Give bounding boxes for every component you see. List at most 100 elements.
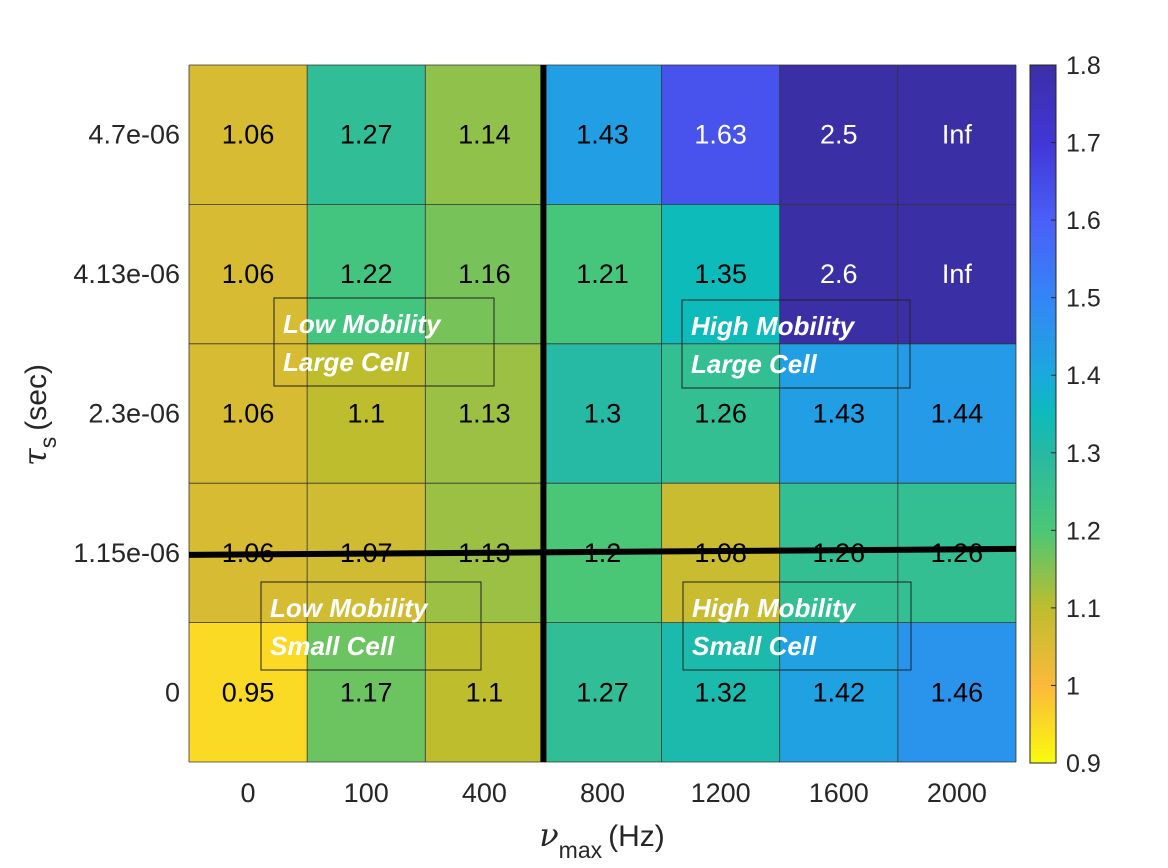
y-axis-unit: (sec) xyxy=(20,364,53,431)
cell-value-label: 1.46 xyxy=(931,677,984,707)
cell-value-label: 1.06 xyxy=(222,399,275,429)
heatmap-cell xyxy=(661,204,780,344)
x-axis-unit: (Hz) xyxy=(608,820,665,853)
cell-value-label: 2.6 xyxy=(820,259,858,289)
cell-value-label: 1.63 xyxy=(694,120,747,150)
cell-value-label: Inf xyxy=(942,259,973,289)
heatmap-cell xyxy=(661,65,780,205)
colorbar-gradient xyxy=(1029,64,1057,764)
region-annotation-line2: Large Cell xyxy=(691,349,817,379)
quadrant-separators xyxy=(188,65,1017,762)
heatmap-cell xyxy=(189,343,308,484)
heatmap-cell xyxy=(897,622,1016,762)
cell-value-label: 1.13 xyxy=(458,399,511,429)
region-annotation-line2: Small Cell xyxy=(270,631,395,661)
region-annotation-line1: Low Mobility xyxy=(270,593,429,623)
heatmap-cell xyxy=(307,204,426,344)
heatmap-cell xyxy=(189,204,308,344)
region-annotation-line2: Large Cell xyxy=(283,347,409,377)
cell-value-label: 1.42 xyxy=(813,677,866,707)
region-annotations: Low Mobility Large Cell High Mobility Large… xyxy=(260,297,912,671)
cell-value-label: 1.13 xyxy=(458,538,511,568)
colorbar-tick-label: 0.9 xyxy=(1066,750,1101,778)
cell-value-label: 1.1 xyxy=(347,399,385,429)
cell-value-label: 1.3 xyxy=(584,399,622,429)
cell-value-label: 1.26 xyxy=(931,538,984,568)
x-tick-label: 100 xyxy=(344,778,389,808)
cell-value-label: 1.26 xyxy=(694,399,747,429)
cell-value-label: 1.2 xyxy=(584,538,622,568)
y-tick-label: 1.15e-06 xyxy=(73,538,180,568)
cell-value-label: 1.06 xyxy=(222,538,275,568)
cell-value-labels: 1.06 1.27 1.14 1.43 1.63 2.5 Inf 1.06 1.22 1.16 1.… xyxy=(222,120,983,708)
y-tick-label: 4.7e-06 xyxy=(88,120,180,150)
cell-value-label: 2.5 xyxy=(820,120,858,150)
colorbar: 0.9 1 1.1 1.2 1.3 1.4 1.5 1.6 1.7 1.8 xyxy=(1029,52,1101,778)
cell-value-label: 1.06 xyxy=(222,259,275,289)
heatmap-cell xyxy=(661,343,780,484)
colorbar-tick-label: 1 xyxy=(1066,672,1080,700)
y-axis-title: τs (sec) xyxy=(16,364,61,466)
heatmap-cell xyxy=(189,65,308,205)
svg-text:τs(sec): τs (sec) xyxy=(16,364,61,466)
y-axis-symbol: τ xyxy=(16,447,54,466)
cell-value-label: 1.35 xyxy=(694,259,747,289)
y-tick-label: 2.3e-06 xyxy=(88,399,180,429)
x-axis-symbol: ν xyxy=(539,816,558,854)
heatmap-cell xyxy=(307,622,426,762)
colorbar-tick-label: 1.5 xyxy=(1066,285,1101,313)
x-tick-labels: 0 100 400 800 1200 1600 2000 xyxy=(241,778,987,808)
colorbar-tick-label: 1.7 xyxy=(1066,130,1101,158)
heatmap-cell xyxy=(779,65,898,205)
cell-value-label: 1.14 xyxy=(458,120,511,150)
cell-value-label: 1.32 xyxy=(694,677,747,707)
cell-value-label: 1.44 xyxy=(931,399,984,429)
heatmap-cell xyxy=(543,343,662,484)
region-annotation-box xyxy=(273,297,495,387)
cell-value-label: 1.07 xyxy=(340,538,393,568)
y-tick-label: 4.13e-06 xyxy=(73,259,180,289)
cell-value-label: 0.95 xyxy=(222,677,275,707)
colorbar-tick-label: 1.4 xyxy=(1066,362,1101,390)
y-axis-subscript: s xyxy=(35,437,61,449)
heatmap-cell xyxy=(189,622,308,762)
x-tick-label: 400 xyxy=(462,778,507,808)
x-tick-label: 0 xyxy=(241,778,256,808)
x-tick-label: 2000 xyxy=(927,778,987,808)
region-annotation-box xyxy=(682,581,912,671)
cell-value-label: 1.26 xyxy=(813,538,866,568)
cell-value-label: 1.27 xyxy=(340,120,393,150)
cell-value-label: 1.1 xyxy=(466,677,504,707)
colorbar-tick-label: 1.2 xyxy=(1066,517,1101,545)
heatmap-cell xyxy=(307,65,426,205)
colorbar-tick-label: 1.3 xyxy=(1066,440,1101,468)
region-annotation-line2: Small Cell xyxy=(692,631,817,661)
heatmap-cell xyxy=(543,204,662,344)
heatmap-cell xyxy=(897,343,1016,484)
heatmap-cell xyxy=(779,622,898,762)
heatmap-cell xyxy=(307,343,426,484)
colorbar-tick-label: 1.8 xyxy=(1066,52,1101,80)
x-tick-label: 1200 xyxy=(691,778,751,808)
colorbar-ticks: 0.9 1 1.1 1.2 1.3 1.4 1.5 1.6 1.7 1.8 xyxy=(1051,52,1101,778)
heatmap-cell xyxy=(779,204,898,344)
colorbar-tick-label: 1.1 xyxy=(1066,595,1101,623)
heatmap-cell xyxy=(543,65,662,205)
heatmap-cell xyxy=(897,65,1016,205)
cell-value-label: 1.43 xyxy=(576,120,629,150)
region-annotation-box xyxy=(260,581,482,671)
cell-value-label: Inf xyxy=(942,120,973,150)
cell-value-label: 1.22 xyxy=(340,259,393,289)
x-axis-title: νmax (Hz) xyxy=(539,816,665,863)
heatmap-cell xyxy=(425,204,544,344)
heatmap-cell xyxy=(543,622,662,762)
cell-value-label: 1.16 xyxy=(458,259,511,289)
colorbar-tick-label: 1.6 xyxy=(1066,207,1101,235)
region-annotation-box xyxy=(681,299,911,389)
region-annotation-line1: High Mobility xyxy=(691,311,856,341)
cell-value-label: 1.43 xyxy=(813,399,866,429)
x-tick-label: 1600 xyxy=(809,778,869,808)
cell-value-label: 1.06 xyxy=(222,120,275,150)
heatmap-cell xyxy=(425,65,544,205)
separator-horizontal xyxy=(188,545,1017,558)
